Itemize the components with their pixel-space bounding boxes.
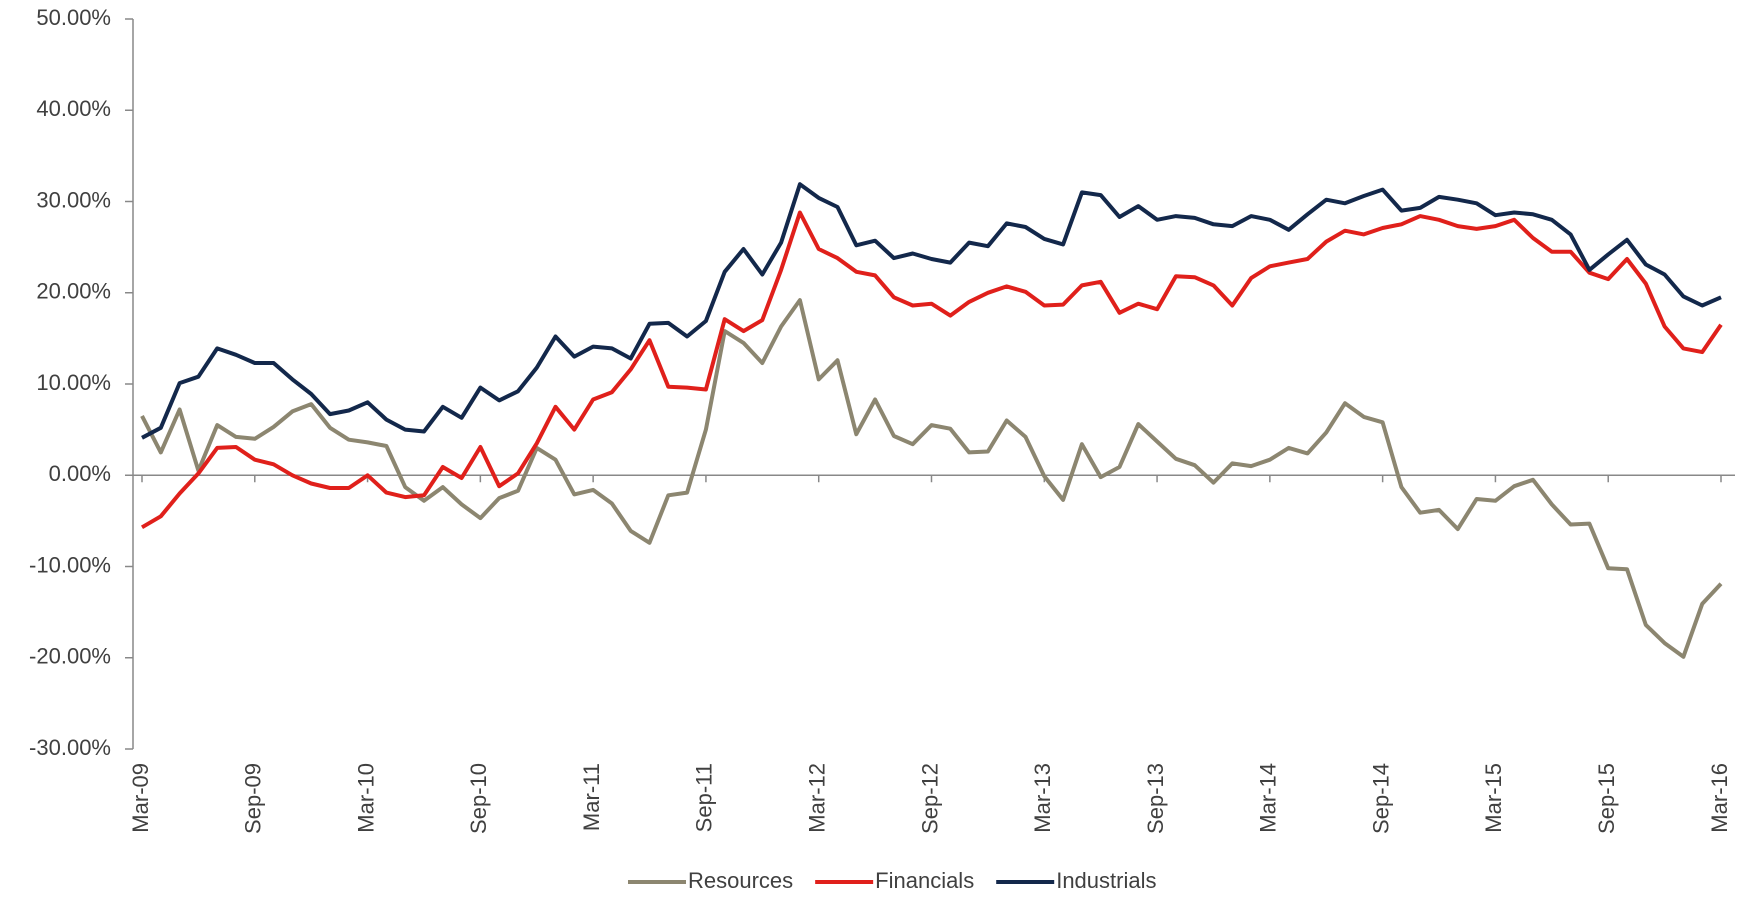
y-tick-label: -30.00% — [29, 735, 111, 760]
x-tick-label: Mar-16 — [1707, 763, 1732, 833]
x-tick-label: Mar-15 — [1481, 763, 1506, 833]
x-tick-label: Sep-13 — [1143, 763, 1168, 834]
series-line — [141, 182, 1722, 440]
y-tick-label: 0.00% — [49, 461, 111, 486]
y-tick-label: 30.00% — [36, 187, 111, 212]
legend-label: Financials — [875, 868, 974, 893]
x-tick-label: Mar-10 — [353, 763, 378, 833]
x-tick-label: Sep-09 — [241, 763, 266, 834]
y-tick-label: -10.00% — [29, 552, 111, 577]
y-tick-label: -20.00% — [29, 644, 111, 669]
series-line — [140, 298, 1723, 659]
x-tick-label: Mar-13 — [1030, 763, 1055, 833]
y-tick-label: 20.00% — [36, 279, 111, 304]
y-tick-label: 40.00% — [36, 96, 111, 121]
x-tick-label: Mar-11 — [579, 763, 604, 831]
x-tick-label: Sep-10 — [466, 763, 491, 834]
x-tick-label: Mar-12 — [805, 763, 830, 833]
x-tick-label: Mar-09 — [128, 763, 153, 833]
x-tick-label: Mar-14 — [1256, 763, 1281, 833]
series-line — [140, 210, 1723, 530]
x-tick-label: Sep-12 — [917, 763, 942, 834]
x-tick-label: Sep-14 — [1368, 763, 1393, 834]
x-tick-label: Sep-15 — [1594, 763, 1619, 834]
legend-label: Resources — [688, 868, 793, 893]
legend-label: Industrials — [1056, 868, 1156, 893]
y-tick-label: 10.00% — [36, 370, 111, 395]
y-tick-label: 50.00% — [36, 5, 111, 30]
x-tick-label: Sep-11 — [692, 763, 717, 832]
